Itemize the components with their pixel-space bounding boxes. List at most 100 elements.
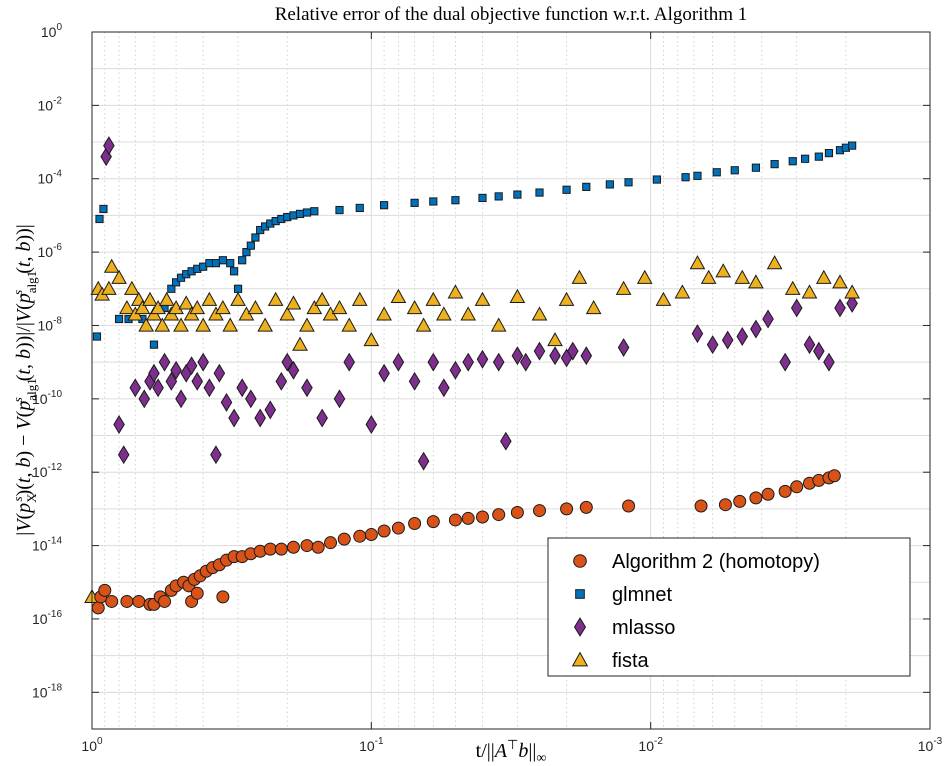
data-markers (84, 136, 860, 615)
data-point-diamond (185, 356, 198, 376)
data-point-diamond (148, 363, 160, 383)
data-point-triangle (615, 280, 632, 295)
data-point-triangle (189, 299, 206, 315)
data-point-square (335, 205, 344, 215)
data-point-square (730, 166, 739, 175)
data-point-square (171, 278, 181, 287)
data-point-diamond (170, 360, 182, 380)
data-point-triangle (571, 269, 588, 284)
data-point-circle (263, 542, 277, 556)
data-point-triangle (103, 258, 120, 273)
data-point-circle (91, 601, 105, 615)
data-point-circle (311, 540, 325, 554)
data-point-triangle (119, 299, 135, 315)
data-point-diamond (449, 360, 462, 380)
legend-marker-circle (573, 554, 587, 568)
data-point-diamond (191, 371, 204, 391)
data-point-diamond (417, 451, 430, 471)
data-point-diamond (264, 400, 277, 420)
data-point-circle (274, 542, 288, 556)
data-point-triangle (138, 317, 154, 332)
data-point-square (238, 256, 247, 265)
data-point-circle (120, 594, 134, 608)
data-point-circle (132, 594, 146, 608)
data-point-triangle (150, 299, 166, 315)
data-point-square (624, 178, 633, 187)
data-point-triangle (734, 269, 751, 284)
data-point-square (513, 190, 522, 199)
data-point-diamond (175, 389, 187, 409)
data-point-square (95, 214, 104, 224)
data-point-diamond (721, 330, 734, 350)
data-point-triangle (142, 291, 158, 306)
data-point-diamond (834, 298, 846, 318)
chart-title: Relative error of the dual objective fun… (275, 4, 748, 25)
data-point-triangle (158, 291, 175, 306)
data-point-diamond (408, 371, 421, 391)
data-point-diamond (392, 352, 405, 372)
data-point-diamond (549, 346, 561, 366)
legend-marker-square (575, 589, 585, 599)
data-point-diamond (438, 378, 450, 398)
data-point-triangle (547, 332, 563, 347)
data-point-diamond (736, 327, 749, 346)
series-square (92, 141, 857, 349)
data-point-circle (377, 524, 391, 538)
legend-label: mlasso (612, 617, 675, 639)
data-point-triangle (173, 317, 189, 332)
data-point-triangle (655, 291, 672, 306)
data-point-triangle (636, 269, 653, 284)
series-circle (91, 469, 841, 615)
data-point-diamond (492, 352, 505, 372)
data-point-triangle (247, 299, 264, 315)
data-point-triangle (279, 306, 296, 321)
data-point-triangle (474, 291, 491, 306)
data-point-square (229, 267, 239, 276)
data-point-circle (560, 502, 574, 516)
svg-text:|V(pXs)(t, b) − V(palg1s(t, b): |V(pXs)(t, b) − V(palg1s(t, b))|/|V(palg… (10, 224, 39, 536)
data-point-circle (749, 491, 763, 505)
data-point-square (751, 163, 761, 172)
data-point-diamond (254, 408, 266, 428)
data-point-diamond (580, 346, 593, 366)
data-point-circle (790, 480, 804, 494)
data-point-diamond (365, 415, 378, 434)
data-point-circle (622, 499, 636, 513)
data-point-square (712, 168, 721, 177)
data-point-square (582, 182, 591, 191)
data-point-triangle (222, 317, 239, 332)
data-point-triangle (585, 299, 602, 315)
data-point-diamond (138, 389, 151, 409)
y-axis-label: |V(pXs)(t, b) − V(palg1s(t, b))|/|V(palg… (10, 224, 39, 536)
data-point-triangle (215, 299, 231, 315)
data-point-square (302, 208, 312, 217)
data-point-square (562, 185, 571, 194)
series-triangle (84, 255, 860, 603)
data-point-triangle (460, 306, 477, 321)
data-point-circle (510, 505, 524, 519)
data-point-triangle (154, 317, 171, 332)
data-point-triangle (558, 291, 575, 306)
data-point-triangle (101, 280, 117, 295)
data-point-square (788, 157, 797, 166)
data-point-square (605, 180, 614, 189)
data-point-triangle (341, 317, 358, 332)
data-point-diamond (197, 352, 209, 372)
legend: Algorithm 2 (homotopy) glmnet mlasso fista (547, 537, 911, 677)
data-point-triangle (700, 269, 717, 284)
data-point-triangle (715, 263, 732, 278)
data-point-triangle (257, 317, 273, 332)
data-point-triangle (509, 288, 526, 304)
data-point-square (211, 259, 221, 268)
data-point-diamond (275, 371, 288, 391)
data-point-triangle (801, 284, 818, 299)
data-point-triangle (306, 299, 323, 315)
data-point-triangle (815, 269, 832, 284)
data-point-diamond (228, 408, 240, 428)
data-point-triangle (832, 274, 848, 289)
data-point-triangle (299, 317, 315, 332)
data-point-diamond (213, 363, 226, 383)
data-point-diamond (427, 352, 440, 372)
data-point-triangle (363, 332, 380, 347)
data-point-diamond (846, 293, 858, 313)
